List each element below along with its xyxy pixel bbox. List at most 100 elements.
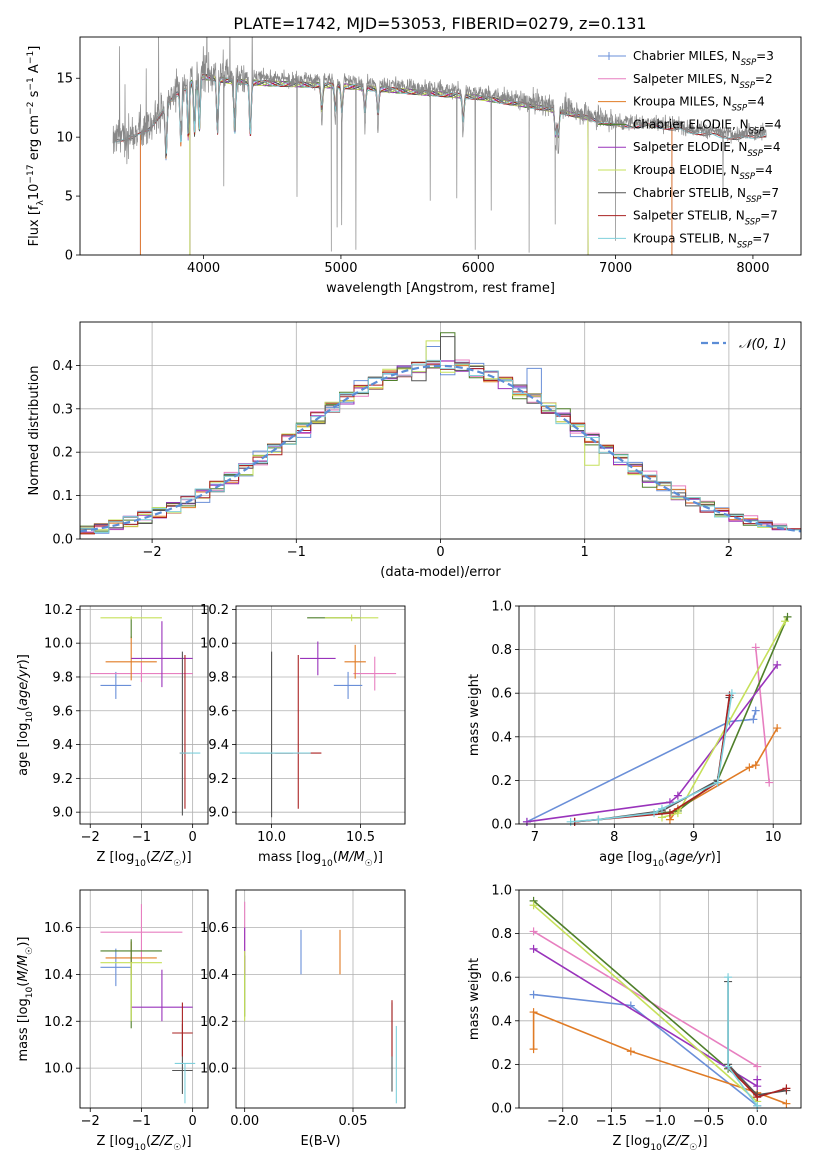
- x-tick-label: 0: [188, 830, 196, 845]
- mass-vs-Z-panel: −2 −1 0 10.0 10.2 10.4 10.6 Z [log10(Z/Z☉)] mass…: [16, 889, 209, 1153]
- data-point-marker: [529, 990, 538, 999]
- y-axis-label: Normed distribution: [27, 366, 42, 496]
- data-point-marker: [529, 927, 538, 936]
- y-tick-label: 5: [65, 190, 73, 205]
- series-line: [533, 948, 759, 1088]
- legend-label: Chabrier STELIB, NSSP=7: [633, 186, 779, 204]
- x-tick-label: 2: [725, 545, 733, 560]
- data-point-marker: [749, 715, 758, 724]
- x-tick-label: 9: [690, 830, 698, 845]
- y-tick-label: 9.0: [208, 806, 229, 821]
- x-tick-label: 0: [188, 1114, 196, 1129]
- x-tick-label: 10.0: [257, 830, 286, 845]
- data-point-marker: [727, 689, 736, 698]
- data-point-marker: [529, 1008, 538, 1017]
- x-axis-label: (data-model)/error: [380, 565, 501, 580]
- data-point-marker: [773, 660, 782, 669]
- residuals-panel: −2 −1 0 1 2 0.0 0.1 0.2 0.3 0.4 (data-model)/error…: [27, 321, 802, 580]
- x-tick-label: 4000: [187, 261, 220, 276]
- y-tick-label: 0.6: [491, 687, 512, 702]
- y-axis-label: mass weight: [467, 674, 482, 756]
- axes-frame: [79, 889, 209, 1109]
- axes-frame: [79, 36, 802, 256]
- x-axis-label: Z [log10(Z/Z☉)]: [612, 1134, 707, 1153]
- y-tick-label: 9.0: [52, 806, 73, 821]
- y-tick-label: 0.0: [491, 1102, 512, 1117]
- x-tick-label: 7: [531, 830, 539, 845]
- axes-frame: [518, 605, 802, 825]
- axes-frame: [518, 889, 802, 1109]
- data-point-marker: [566, 817, 575, 826]
- axes-frame: [235, 889, 406, 1109]
- x-tick-label: −1: [287, 545, 306, 560]
- series-line: [533, 904, 758, 1103]
- y-tick-label: 9.6: [208, 704, 229, 719]
- data-point-marker: [783, 612, 792, 621]
- y-tick-label: 9.4: [208, 738, 229, 753]
- age-vs-Z-panel: −2 −1 0 9.0 9.2 9.4 9.6 9.8 10.0 10.2 Z [log10(Z/Z…: [16, 603, 209, 869]
- spectrum-panel: 4000 5000 6000 7000 8000 0 5 10 15 wavelength [An…: [26, 36, 802, 296]
- y-tick-label: 10.4: [200, 968, 229, 983]
- x-tick-label: 0.05: [339, 1114, 368, 1129]
- y-tick-label: 0.8: [491, 643, 512, 658]
- x-tick-label: −0.5: [693, 1114, 725, 1129]
- histogram-step: [80, 359, 801, 539]
- series-line: [526, 710, 757, 823]
- model-spectrum-line: [139, 76, 673, 255]
- data-point-marker: [626, 1047, 635, 1056]
- data-point-marker: [673, 791, 682, 800]
- y-axis-label: mass [log10(M/M☉)]: [16, 937, 35, 1062]
- data-point-marker: [753, 1101, 762, 1110]
- y-tick-label: 0.6: [491, 971, 512, 986]
- mass-vs-EBV-panel: 0.00 0.05 10.0 10.2 10.4 10.6 E(B-V): [200, 889, 406, 1149]
- x-tick-label: −1: [132, 830, 151, 845]
- axes-frame: [235, 605, 406, 825]
- y-tick-label: 10.2: [44, 1015, 73, 1030]
- data-point-marker: [529, 944, 538, 953]
- x-tick-label: 10: [765, 830, 782, 845]
- data-point-marker: [782, 1084, 791, 1093]
- y-tick-label: 10.0: [200, 1062, 229, 1077]
- y-tick-label: 0.3: [52, 402, 73, 417]
- y-tick-label: 9.8: [208, 670, 229, 685]
- legend-label: Kroupa MILES, NSSP=4: [633, 95, 765, 113]
- data-point-marker: [673, 809, 682, 818]
- legend-label: Salpeter MILES, NSSP=2: [633, 72, 773, 90]
- y-tick-label: 10.0: [44, 637, 73, 652]
- data-point-marker: [657, 804, 666, 813]
- x-tick-label: 6000: [462, 261, 495, 276]
- x-tick-label: −1.5: [596, 1114, 628, 1129]
- y-tick-label: 9.4: [52, 738, 73, 753]
- data-point-marker: [765, 778, 774, 787]
- data-point-marker: [773, 724, 782, 733]
- data-point-marker: [724, 1062, 733, 1071]
- y-axis-label: mass weight: [467, 958, 482, 1040]
- y-tick-label: 10.2: [44, 603, 73, 618]
- x-axis-label: Z [log10(Z/Z☉)]: [96, 1134, 191, 1153]
- y-tick-label: 9.6: [52, 704, 73, 719]
- data-point-marker: [650, 809, 659, 818]
- x-tick-label: 5000: [324, 261, 357, 276]
- x-tick-label: −1.0: [644, 1114, 676, 1129]
- y-tick-label: 0.2: [491, 774, 512, 789]
- x-axis-label: Z [log10(Z/Z☉)]: [96, 850, 191, 869]
- y-tick-label: 9.2: [52, 772, 73, 787]
- data-point-marker: [713, 778, 722, 787]
- y-axis-label: age [log10(age/yr)]: [16, 654, 35, 776]
- mass-weight-vs-age-panel: 7 8 9 10 0.0 0.2 0.4 0.6 0.8 1.0 age [log10(age/yr…: [467, 600, 802, 869]
- age-vs-mass-panel: 10.0 10.5 9.0 9.2 9.4 9.6 9.8 10.0 10.2 mass [log…: [200, 603, 406, 869]
- x-axis-label: wavelength [Angstrom, rest frame]: [326, 281, 555, 296]
- legend-label: Salpeter ELODIE, NSSP=4: [633, 140, 781, 158]
- data-point-marker: [751, 643, 760, 652]
- figure-title: PLATE=1742, MJD=53053, FIBERID=0279, z=0…: [233, 14, 646, 33]
- y-tick-label: 10.0: [44, 1062, 73, 1077]
- legend-label: Chabrier MILES, NSSP=3: [633, 49, 774, 67]
- y-tick-label: 9.8: [52, 670, 73, 685]
- data-point-marker: [522, 817, 531, 826]
- observed-spectrum-line: [112, 37, 767, 253]
- data-point-marker: [751, 706, 760, 715]
- y-tick-label: 10.2: [200, 1015, 229, 1030]
- x-tick-label: −2: [81, 1114, 100, 1129]
- series-line: [570, 693, 733, 823]
